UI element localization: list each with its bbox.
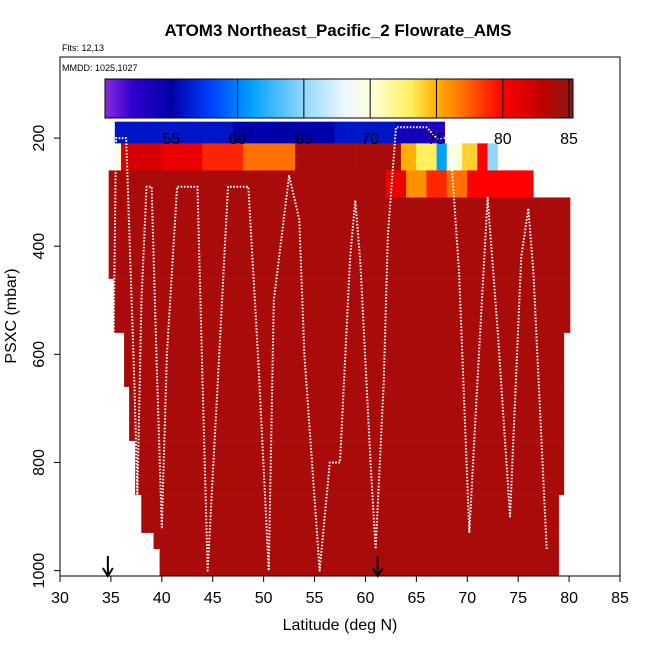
heatmap-cell [232,121,336,144]
heatmap-cell [467,170,534,198]
heatmap-cell [295,143,356,171]
x-tick-label: 55 [306,590,324,607]
x-tick-label: 65 [407,590,425,607]
heatmap-cell [462,143,478,171]
y-tick-label: 800 [31,449,48,476]
x-tick-label: 75 [509,590,527,607]
heatmap-cell [385,170,407,198]
chart-title: ATOM3 Northeast_Pacific_2 Flowrate_AMS [164,21,511,40]
x-axis: 30 35 40 45 50 55 60 65 70 75 80 85 [51,576,629,607]
colorbar-tick-label: 80 [494,131,512,148]
heatmap-cell [446,143,463,171]
heatmap-cell [159,548,560,577]
heatmap-cell [135,440,565,496]
colorbar-tick-label: 75 [428,131,446,148]
y-tick-label: 1000 [31,553,48,589]
heatmap-cell [141,494,560,533]
colorbar-gradient [104,78,574,119]
heatmap-cell [406,170,427,198]
colorbar: 55 60 65 70 75 80 85 [104,78,578,148]
x-tick-label: 30 [51,590,69,607]
plot-frame [59,56,621,577]
heatmap-cell [477,143,488,171]
colorbar-tick-label: 55 [162,131,180,148]
heatmap-cell [113,278,571,333]
y-tick-label: 600 [31,341,48,368]
heatmap-cell [395,121,427,144]
colorbar-tick-label: 85 [560,131,578,148]
colorbar-tick-label: 60 [229,131,247,148]
flights-annotation: Flts: 12,13 [62,43,104,53]
x-tick-label: 80 [560,590,578,607]
heatmap-cell [129,386,565,441]
x-axis-label: Latitude (deg N) [283,617,398,634]
x-tick-label: 70 [458,590,476,607]
x-tick-label: 85 [611,590,629,607]
heatmap-cell [243,143,296,171]
x-tick-label: 50 [255,590,273,607]
y-tick-label: 200 [31,125,48,152]
flight-track [109,126,548,572]
x-tick-label: 45 [204,590,222,607]
x-tick-label: 35 [102,590,120,607]
x-tick-label: 40 [153,590,171,607]
colorbar-tick-label: 70 [361,131,379,148]
y-axis-label: PSXC (mbar) [3,268,20,363]
heatmap-cell [400,143,417,171]
heatmap-cell [123,332,565,387]
y-axis: 200 400 600 800 1000 [31,125,60,589]
heatmap-cell [108,170,386,198]
heatmap-cell [446,170,468,198]
y-tick-label: 400 [31,233,48,260]
colorbar-tick-label: 65 [295,131,313,148]
x-tick-label: 60 [357,590,375,607]
heatmap-cell [426,170,448,198]
heatmap-cell [108,197,571,279]
heatmap-cell [161,143,203,171]
plot-area [102,121,571,578]
dates-annotation: MMDD: 1025,1027 [62,63,138,73]
heatmap-cell [153,532,560,550]
